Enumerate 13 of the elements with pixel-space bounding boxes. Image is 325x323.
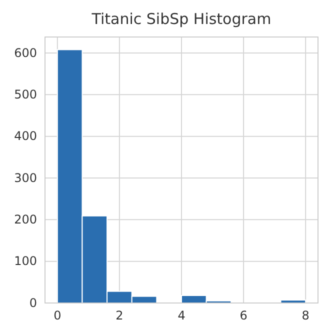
y-tick-label: 300 bbox=[14, 170, 37, 185]
chart-title: Titanic SibSp Histogram bbox=[90, 10, 272, 28]
y-tick-label: 200 bbox=[14, 212, 37, 227]
x-tick-label: 4 bbox=[178, 308, 186, 323]
y-tick-label: 500 bbox=[14, 88, 37, 102]
x-tick-label: 6 bbox=[240, 308, 248, 323]
y-tick-label: 600 bbox=[14, 46, 37, 60]
y-tick-label: 400 bbox=[14, 129, 37, 144]
y-tick-label: 100 bbox=[14, 254, 37, 268]
y-tick-label: 0 bbox=[29, 296, 37, 310]
x-tick-label: 8 bbox=[302, 308, 310, 323]
x-tick-label: 0 bbox=[54, 308, 62, 323]
x-tick-label: 2 bbox=[116, 308, 124, 323]
